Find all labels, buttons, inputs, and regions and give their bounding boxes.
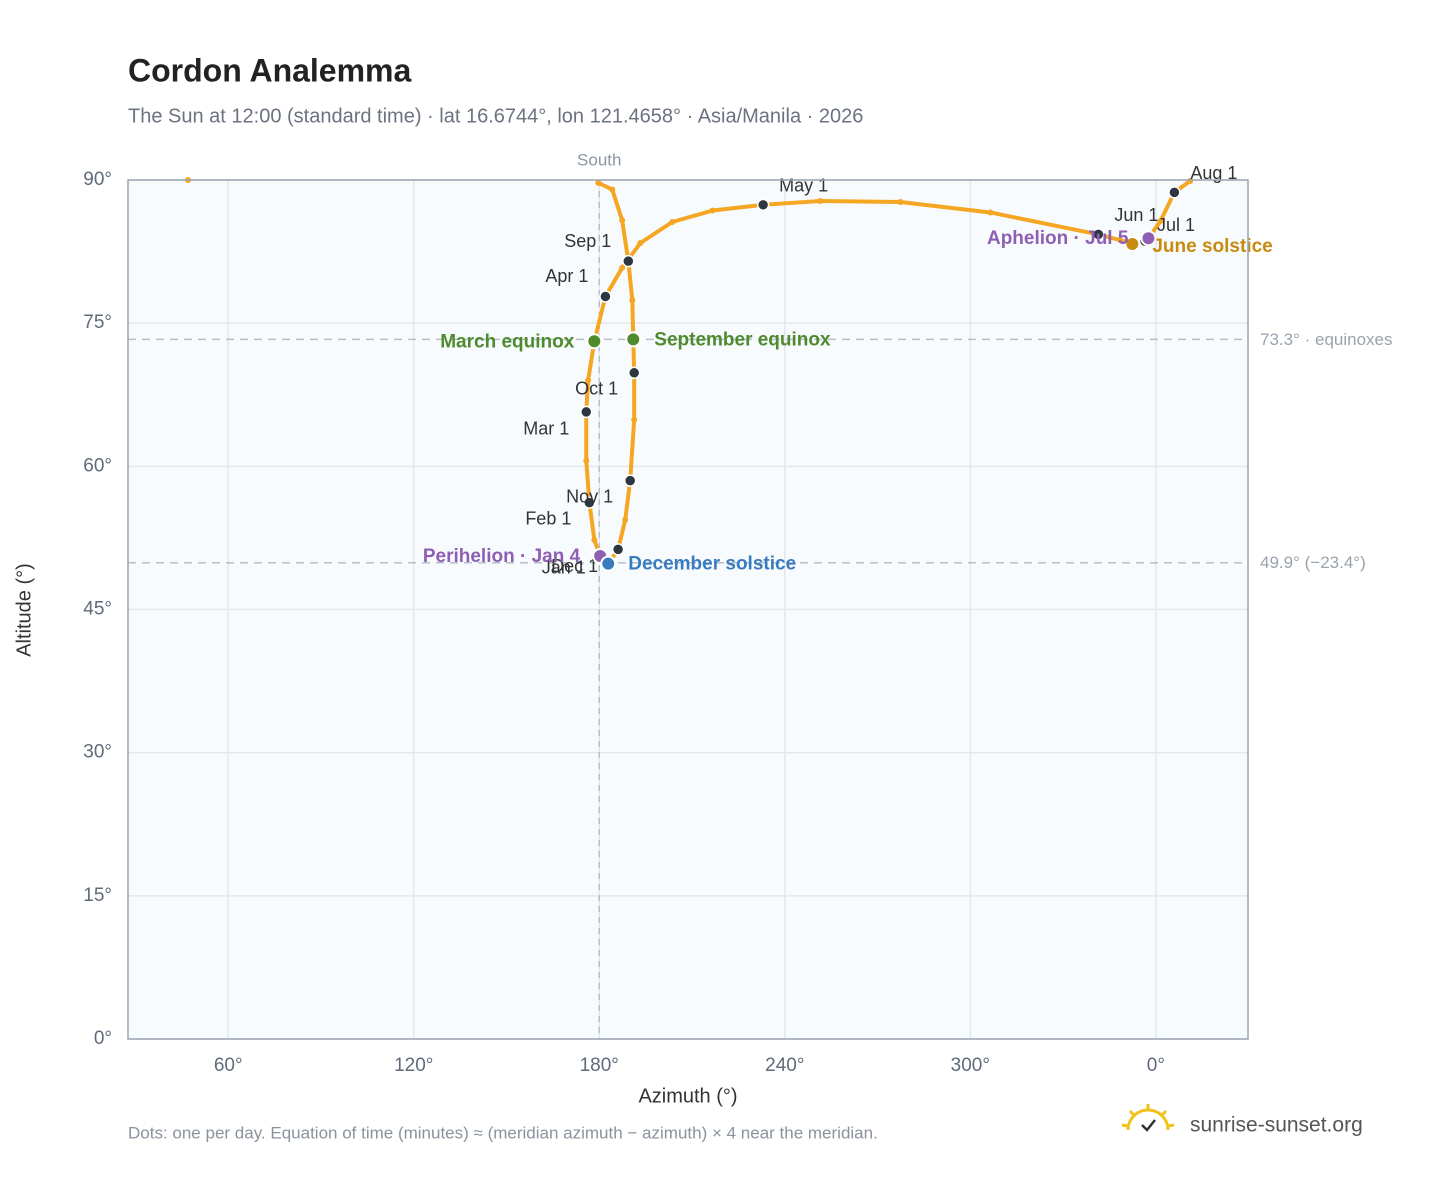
day-dot [987,209,994,216]
x-tick-label: 180° [580,1055,619,1076]
month-label: Jan 1 [542,558,586,578]
reference-label: South [577,150,621,169]
month-marker [623,474,637,487]
event-marker [1140,230,1157,247]
y-tick-label: 60° [83,455,112,476]
day-dot [629,297,636,304]
month-label: Jul 1 [1157,215,1195,235]
day-dot [609,186,616,193]
month-marker [1168,186,1181,199]
y-tick-label: 45° [83,599,112,620]
month-marker [1092,228,1105,241]
month-marker [583,496,596,509]
day-dot [619,217,626,224]
month-label: Nov 1 [566,486,613,506]
day-dot [1117,237,1124,244]
day-dot [817,197,824,204]
x-tick-label: 0° [1147,1055,1165,1076]
x-tick-label: 300° [951,1055,990,1076]
day-dot [619,264,626,271]
event-label: Aphelion · Jul 5 [987,228,1129,249]
day-dot [709,207,716,214]
month-label: Feb 1 [525,508,571,528]
month-marker [756,198,770,212]
plot-border [127,179,1249,1040]
y-tick-label: 0° [94,1028,112,1049]
day-dot [585,377,592,384]
reference-label: 49.9° (−23.4°) [1260,553,1366,572]
month-marker [611,543,625,556]
month-label: Oct 1 [575,379,618,399]
chart-title: Cordon Analemma [128,52,412,88]
month-label: Apr 1 [545,266,588,286]
event-label: December solstice [628,554,796,575]
x-axis-label: Azimuth (°) [638,1085,737,1107]
day-dot [637,239,644,246]
month-label: Aug 1 [1190,163,1237,183]
brand: sunrise-sunset.org [1190,1114,1363,1137]
x-tick-label: 120° [394,1055,433,1076]
x-tick-label: 240° [765,1055,804,1076]
brand-logo [1121,1104,1175,1132]
day-dot [897,198,904,205]
month-label: Sep 1 [564,231,611,251]
day-dot [631,416,638,423]
x-tick-label: 60° [214,1055,243,1076]
month-marker [599,290,612,303]
y-tick-label: 75° [83,312,112,333]
event-label: September equinox [654,329,831,350]
day-dot [595,179,602,186]
footnote: Dots: one per day. Equation of time (min… [128,1123,878,1142]
event-label: March equinox [440,331,575,352]
event-marker [600,555,617,572]
day-dot [622,516,629,523]
chart-subtitle: The Sun at 12:00 (standard time) · lat 1… [128,105,863,127]
event-label: June solstice [1152,236,1272,257]
event-marker [625,331,642,348]
y-tick-label: 30° [83,742,112,763]
day-dot [1157,218,1164,225]
month-label: May 1 [779,176,828,196]
event-label: Perihelion · Jan 4 [423,546,581,567]
month-marker [622,254,635,268]
reference-label: 73.3° · equinoxes [1260,330,1393,349]
month-marker [580,405,593,419]
y-tick-label: 15° [83,885,112,906]
day-dot [583,457,590,464]
y-tick-label: 90° [83,169,112,190]
y-axis-label: Altitude (°) [13,563,35,657]
event-marker [1124,235,1141,252]
month-label: Mar 1 [523,419,569,439]
month-marker [627,366,641,380]
month-label: Dec 1 [551,556,598,576]
day-dot [669,218,676,225]
month-label: Jun 1 [1114,205,1158,225]
event-marker [586,333,603,350]
day-dot [591,536,598,543]
